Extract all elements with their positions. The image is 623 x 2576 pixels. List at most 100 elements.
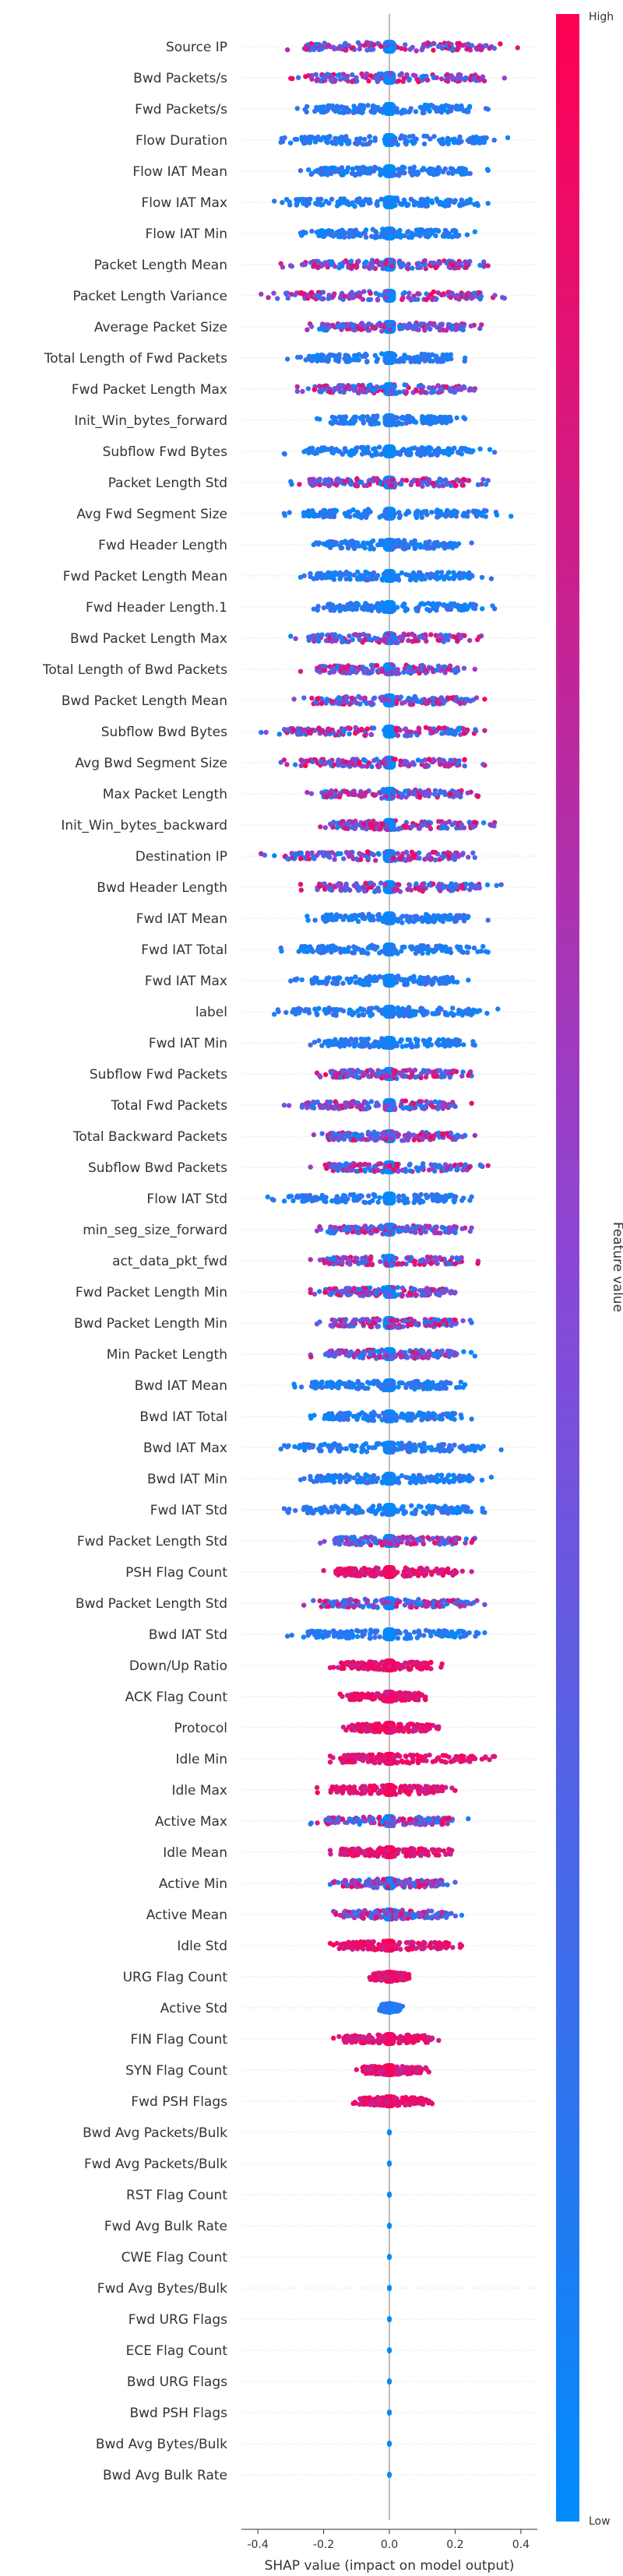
shap-point [404,510,410,516]
shap-point [319,389,324,395]
shap-point [293,977,299,983]
shap-point [308,1042,313,1048]
shap-point [483,949,489,954]
shap-point [401,447,407,452]
shap-point [421,73,427,79]
shap-point [448,606,454,612]
shap-point [319,261,325,267]
shap-point [374,821,379,826]
shap-point [417,887,422,893]
shap-point [490,603,495,609]
shap-point [459,1009,464,1014]
shap-point [336,757,341,763]
shap-point [434,1011,440,1016]
shap-point [400,107,406,113]
shap-point [428,136,433,142]
shap-point [398,356,404,361]
shap-point [371,725,377,731]
shap-point [417,104,424,110]
shap-point [320,447,326,453]
shap-point [386,574,392,580]
shap-point [354,136,360,142]
shap-point [404,72,410,78]
shap-points [259,40,520,2478]
shap-point [436,483,442,489]
shap-point [451,731,457,736]
shap-point [463,881,469,887]
shap-point [375,40,381,46]
shap-point [364,170,370,176]
shap-point [389,108,394,114]
shap-point [450,545,456,551]
shap-point [339,545,345,551]
shap-point [449,290,455,297]
shap-point [375,885,381,891]
shap-point [371,605,378,610]
shap-point [445,170,452,176]
shap-point [306,450,312,456]
shap-point [485,201,491,206]
shap-point [358,793,364,798]
shap-point [309,76,315,82]
shap-point [282,451,287,457]
shap-point [447,949,452,955]
shap-point [456,607,462,612]
shap-point [475,794,480,799]
shap-point [283,1009,289,1016]
shap-point [317,478,322,483]
shap-point [328,542,333,548]
shap-point [455,760,461,766]
shap-point [421,110,427,116]
shap-point [389,851,395,857]
shap-point [394,422,399,427]
shap-point [443,543,449,549]
shap-point [484,508,489,514]
shap-point [466,1006,471,1012]
shap-point [453,106,459,111]
shap-point [475,202,480,209]
shap-point [305,386,312,391]
shap-point [371,387,377,393]
shap-point [348,482,354,487]
shap-point [443,477,449,483]
shap-point [303,357,308,363]
shap-point [326,602,331,607]
shap-point [361,198,367,204]
shap-point [282,135,287,141]
shap-point [473,728,479,734]
shap-point [414,638,419,644]
shap-point [361,888,368,894]
shap-point [379,795,385,801]
shap-point [284,356,290,362]
shap-point [330,943,336,949]
shap-point [337,45,343,51]
shap-point [365,951,371,956]
shap-point [396,259,402,265]
shap-point [405,266,410,272]
shap-point [386,291,392,297]
shap-point [388,352,394,357]
shap-point [366,141,371,146]
shap-point [439,45,445,51]
shap-point [360,447,366,452]
feature-row-points [297,662,477,676]
shap-point [396,826,401,832]
shap-point [426,385,432,391]
shap-point [330,293,336,299]
shap-point [344,694,350,700]
shap-point [312,975,318,981]
shap-point [421,975,427,981]
shap-point [347,234,352,240]
shap-point [392,415,399,420]
shap-point [344,886,350,892]
shap-point [320,509,326,514]
shap-point [339,165,345,170]
feature-row-points [278,756,487,770]
shap-point [438,946,443,951]
shap-point [287,140,294,146]
shap-point [373,259,378,265]
shap-point [395,974,401,979]
shap-point [371,265,376,270]
shap-point [448,108,454,114]
shap-point [330,1012,336,1018]
